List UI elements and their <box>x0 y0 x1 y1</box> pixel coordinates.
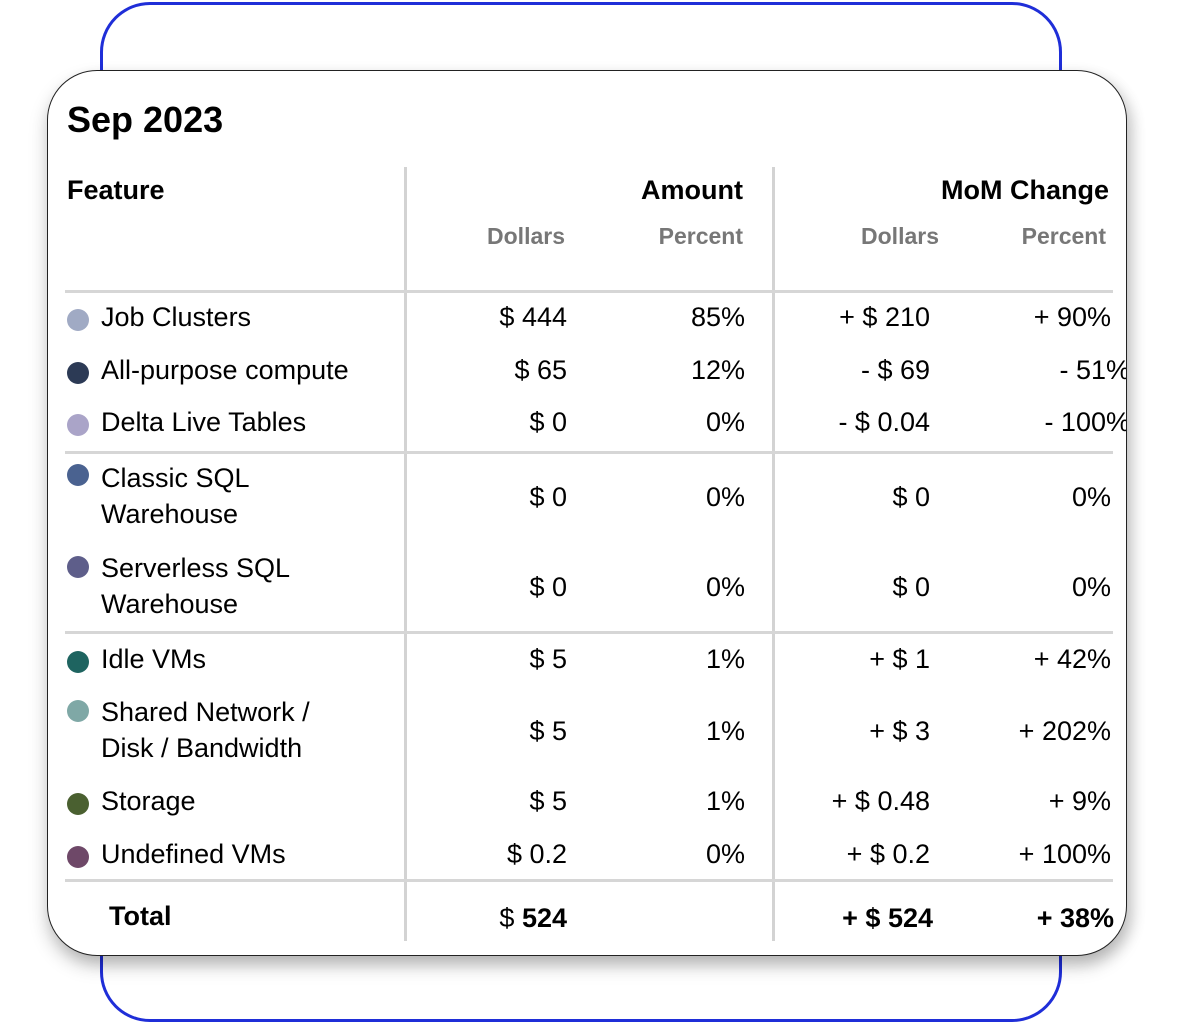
mom-percent: + 90% <box>1033 302 1111 332</box>
feature-name: Undefined VMs <box>101 839 286 869</box>
delta-live-tables-color-dot <box>67 414 89 436</box>
total-dollars-value: 524 <box>521 903 567 933</box>
storage-color-dot <box>67 793 89 815</box>
total-dollars-prefix: $ <box>499 903 515 933</box>
mom-percent: 0% <box>1071 482 1111 512</box>
group-divider-2 <box>65 631 1113 634</box>
mom-dollars: $ 0 <box>892 482 930 512</box>
amount-percent: 85% <box>690 302 745 332</box>
mom-dollars: - $ 69 <box>860 355 930 385</box>
amount-dollars: $ 65 <box>514 355 567 385</box>
mom-percent: - 51% <box>1059 355 1127 385</box>
all-purpose-compute-color-dot <box>67 362 89 384</box>
amount-percent: 12% <box>690 355 745 385</box>
feature-name-line2: Warehouse <box>101 589 239 619</box>
mom-percent-subheader: Percent <box>1021 223 1106 249</box>
serverless-sql-warehouse-color-dot <box>67 556 89 578</box>
job-clusters-color-dot <box>67 309 89 331</box>
mom-dollars: - $ 0.04 <box>838 407 930 437</box>
feature-name: Idle VMs <box>101 644 207 674</box>
feature-name: Storage <box>101 786 196 816</box>
amount-percent: 0% <box>705 482 745 512</box>
total-dollars: $ 524 <box>499 903 567 934</box>
feature-name: All-purpose compute <box>101 355 349 385</box>
total-divider <box>65 879 1113 882</box>
shared-network-color-dot <box>67 700 89 722</box>
amount-dollars: $ 5 <box>529 716 567 746</box>
cost-summary-card: Sep 2023 Feature Amount MoM Change Dolla… <box>47 70 1127 956</box>
mom-dollars-subheader: Dollars <box>861 223 939 249</box>
feature-name-line2: Warehouse <box>101 499 239 529</box>
undefined-vms-color-dot <box>67 846 89 868</box>
column-divider-amount <box>404 167 407 941</box>
amount-percent: 1% <box>705 716 745 746</box>
amount-dollars: $ 5 <box>529 786 567 816</box>
page-title: Sep 2023 <box>67 99 224 140</box>
mom-percent: + 42% <box>1033 644 1111 674</box>
feature-name: Delta Live Tables <box>101 407 307 437</box>
amount-percent: 0% <box>705 839 745 869</box>
group-divider-1 <box>65 451 1113 454</box>
mom-dollars: + $ 210 <box>839 302 930 332</box>
mom-dollars: + $ 1 <box>869 644 930 674</box>
amount-percent: 1% <box>705 786 745 816</box>
amount-dollars: $ 0 <box>529 572 567 602</box>
mom-percent: 0% <box>1071 572 1111 602</box>
header-divider <box>65 290 1113 293</box>
mom-dollars: + $ 3 <box>869 716 930 746</box>
amount-percent: 0% <box>705 572 745 602</box>
classic-sql-warehouse-color-dot <box>67 464 89 486</box>
mom-percent: + 202% <box>1018 716 1111 746</box>
amount-dollars-subheader: Dollars <box>487 223 565 249</box>
mom-percent: + 100% <box>1018 839 1111 869</box>
amount-percent: 0% <box>705 407 745 437</box>
mom-percent: + 9% <box>1048 786 1111 816</box>
feature-name-line1: Classic SQL <box>101 463 250 493</box>
mom-change-header: MoM Change <box>941 175 1109 205</box>
total-label: Total <box>109 901 172 931</box>
mom-percent: - 100% <box>1044 407 1127 437</box>
feature-header: Feature <box>67 175 165 205</box>
amount-dollars: $ 0 <box>529 482 567 512</box>
amount-percent: 1% <box>705 644 745 674</box>
amount-header: Amount <box>641 175 743 205</box>
amount-dollars: $ 444 <box>499 302 567 332</box>
idle-vms-color-dot <box>67 651 89 673</box>
amount-percent-subheader: Percent <box>658 223 743 249</box>
feature-name-line2: Disk / Bandwidth <box>101 733 303 763</box>
feature-name-line1: Shared Network / <box>101 697 310 727</box>
feature-name: Job Clusters <box>101 302 252 332</box>
mom-dollars: + $ 0.2 <box>846 839 930 869</box>
amount-dollars: $ 5 <box>529 644 567 674</box>
feature-name-line1: Serverless SQL <box>101 553 291 583</box>
total-mom-dollars: + $ 524 <box>842 903 933 933</box>
amount-dollars: $ 0.2 <box>506 839 567 869</box>
amount-dollars: $ 0 <box>529 407 567 437</box>
mom-dollars: + $ 0.48 <box>831 786 930 816</box>
total-mom-percent: + 38% <box>1036 903 1114 933</box>
mom-dollars: $ 0 <box>892 572 930 602</box>
column-divider-mom <box>772 167 775 941</box>
